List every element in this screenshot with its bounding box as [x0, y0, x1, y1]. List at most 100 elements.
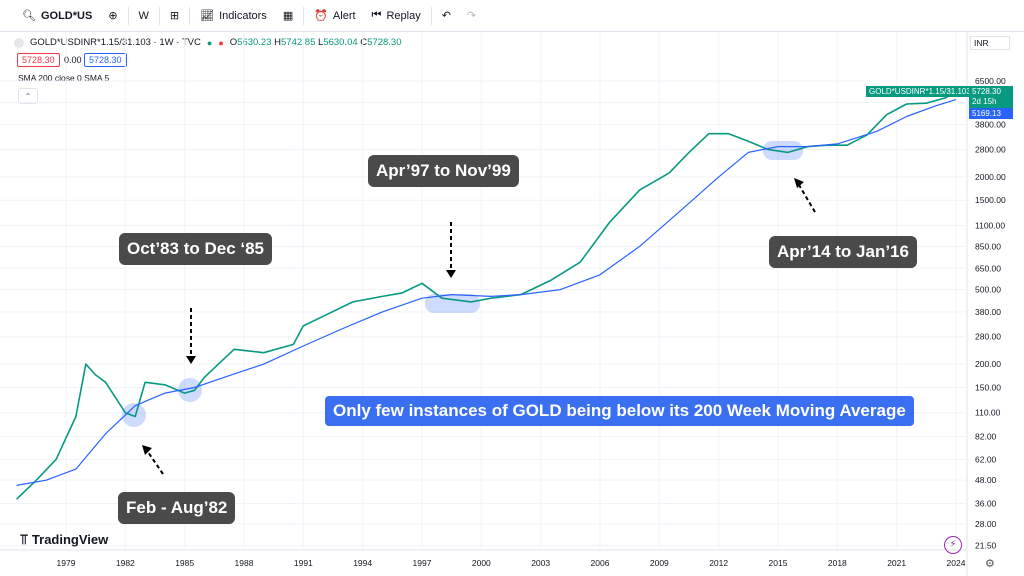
plus-circle-icon: ⊕ — [108, 10, 118, 22]
lightning-icon[interactable]: ⚡︎ — [944, 536, 962, 554]
x-tick-label: 2009 — [650, 558, 669, 568]
alert-label: Alert — [332, 9, 356, 22]
arrowhead-1998 — [446, 270, 456, 278]
symbol-search[interactable]: 🔍︎ GOLD*US — [14, 0, 100, 32]
highlight-1982 — [122, 403, 146, 427]
y-tick-label: 280.00 — [975, 332, 1001, 342]
chevron-up-icon: ⌃ — [24, 91, 32, 101]
arrowhead-1985 — [186, 356, 196, 364]
highlight-2015 — [763, 141, 803, 160]
y-tick-label: 2000.00 — [975, 172, 1006, 182]
sell-button[interactable]: 5728.30 — [17, 53, 60, 67]
x-tick-label: 1985 — [175, 558, 194, 568]
symbol-label: GOLD*US — [40, 9, 93, 22]
symbol-price-tag: GOLD*USDINR*1.15/31.103 — [866, 86, 974, 97]
x-tick-label: 2024 — [947, 558, 966, 568]
redo-icon: ↷ — [466, 10, 477, 22]
x-tick-label: 2015 — [769, 558, 788, 568]
add-symbol-button[interactable]: ⊕ — [100, 0, 125, 32]
settings-icon[interactable]: ⚙ — [985, 558, 995, 570]
time-axis[interactable]: 1979 1982 1985 1988 1991 1994 1997 2000 2003 2006… — [57, 558, 966, 568]
collapse-legend-button[interactable]: ⌃ — [18, 88, 38, 104]
y-tick-label: 28.00 — [975, 519, 997, 529]
ohlc-values: O5630.23 H5742.85 L5630.04 C5728.30 — [229, 37, 402, 48]
x-tick-label: 1979 — [57, 558, 76, 568]
x-tick-label: 2021 — [887, 558, 906, 568]
y-tick-label: 21.50 — [975, 540, 997, 550]
arrow-2015 — [798, 184, 816, 213]
price-line[interactable] — [16, 90, 957, 500]
annotation-apr97-nov99: Apr’97 to Nov’99 — [368, 155, 519, 187]
undo-icon: ↶ — [441, 10, 451, 22]
y-tick-label: 500.00 — [975, 285, 1001, 295]
price-axis[interactable]: 6500.005000.003800.002800.002000.001500.… — [975, 76, 1006, 550]
search-icon: 🔍︎ — [22, 10, 36, 22]
indicators-icon: 📈︎ — [200, 10, 215, 22]
indicators-button[interactable]: 📈︎ Indicators — [192, 0, 275, 32]
layouts-button[interactable]: ▦ — [275, 0, 301, 32]
x-tick-label: 1988 — [235, 558, 254, 568]
highlight-1985 — [178, 378, 202, 402]
sma-200-line[interactable] — [16, 99, 957, 486]
y-tick-label: 380.00 — [975, 307, 1001, 317]
y-tick-label: 48.00 — [975, 475, 997, 485]
redo-button[interactable]: ↷ — [459, 0, 484, 32]
indicators-label: Indicators — [219, 9, 267, 22]
sma-legend[interactable]: SMA 200 close 0 SMA 5 — [18, 73, 110, 83]
divider — [158, 6, 160, 25]
tradingview-label: TradingView — [31, 532, 109, 547]
divider — [189, 6, 191, 25]
x-tick-label: 1982 — [116, 558, 135, 568]
arrowhead-1982 — [142, 445, 152, 455]
market-status-icon: ● — [206, 37, 213, 48]
y-tick-label: 2800.00 — [975, 144, 1006, 154]
y-tick-label: 82.00 — [975, 432, 997, 442]
x-tick-label: 2006 — [591, 558, 610, 568]
replay-button[interactable]: ⏮ Replay — [364, 0, 429, 32]
annotation-feb-aug82: Feb - Aug’82 — [118, 492, 236, 524]
annotation-summary: Only few instances of GOLD being below i… — [325, 396, 914, 426]
y-tick-label: 110.00 — [975, 408, 1001, 418]
divider — [303, 6, 305, 25]
symbol-logo-icon — [14, 37, 24, 48]
tv-logo-icon: ⫪ — [20, 531, 28, 547]
annotation-apr14-jan16: Apr’14 to Jan’16 — [769, 236, 917, 268]
y-tick-label: 150.00 — [975, 383, 1001, 393]
highlight-circles — [122, 141, 803, 427]
arrowhead-2015 — [794, 178, 804, 188]
divider — [127, 6, 129, 25]
x-tick-label: 1997 — [413, 558, 432, 568]
y-tick-label: 6500.00 — [975, 76, 1006, 86]
top-toolbar: 🔍︎ GOLD*US ⊕ W ⊞ 📈︎ Indicators ▦ ⏰ Alert… — [0, 0, 1024, 32]
highlight-1998 — [425, 294, 480, 313]
undo-button[interactable]: ↶ — [434, 0, 459, 32]
x-tick-label: 2012 — [709, 558, 728, 568]
legend-title[interactable]: GOLD*USDINR*1.15/31.103 · 1W · TVC — [30, 37, 201, 48]
interval-label: W — [138, 9, 149, 22]
y-tick-label: 36.00 — [975, 499, 997, 509]
currency-selector[interactable]: INR — [970, 36, 1010, 50]
x-tick-label: 2000 — [472, 558, 491, 568]
interval-button[interactable]: W — [131, 0, 157, 32]
y-tick-label: 62.00 — [975, 454, 997, 464]
series-layer — [16, 90, 957, 500]
x-tick-label: 1994 — [353, 558, 372, 568]
x-tick-label: 2018 — [828, 558, 847, 568]
tradingview-logo[interactable]: ⫪ TradingView — [20, 531, 108, 548]
annotation-arrows — [142, 178, 816, 475]
x-tick-label: 1991 — [294, 558, 313, 568]
buy-button[interactable]: 5728.30 — [84, 53, 127, 67]
alert-button[interactable]: ⏰ Alert — [306, 0, 363, 32]
chart-type-button[interactable]: ⊞ — [162, 0, 187, 32]
alarm-icon: ⏰ — [314, 10, 328, 22]
spread-value: 0.00 — [64, 55, 82, 65]
arrow-1982 — [147, 451, 164, 475]
chart-legend: GOLD*USDINR*1.15/31.103 · 1W · TVC ● ● O… — [14, 37, 402, 48]
annotation-oct83-dec85: Oct’83 to Dec ‘85 — [119, 233, 273, 265]
grid — [0, 32, 967, 550]
grid-icon: ▦ — [282, 10, 294, 22]
y-tick-label: 200.00 — [975, 359, 1001, 369]
y-tick-label: 850.00 — [975, 241, 1001, 251]
y-tick-label: 1500.00 — [975, 195, 1006, 205]
